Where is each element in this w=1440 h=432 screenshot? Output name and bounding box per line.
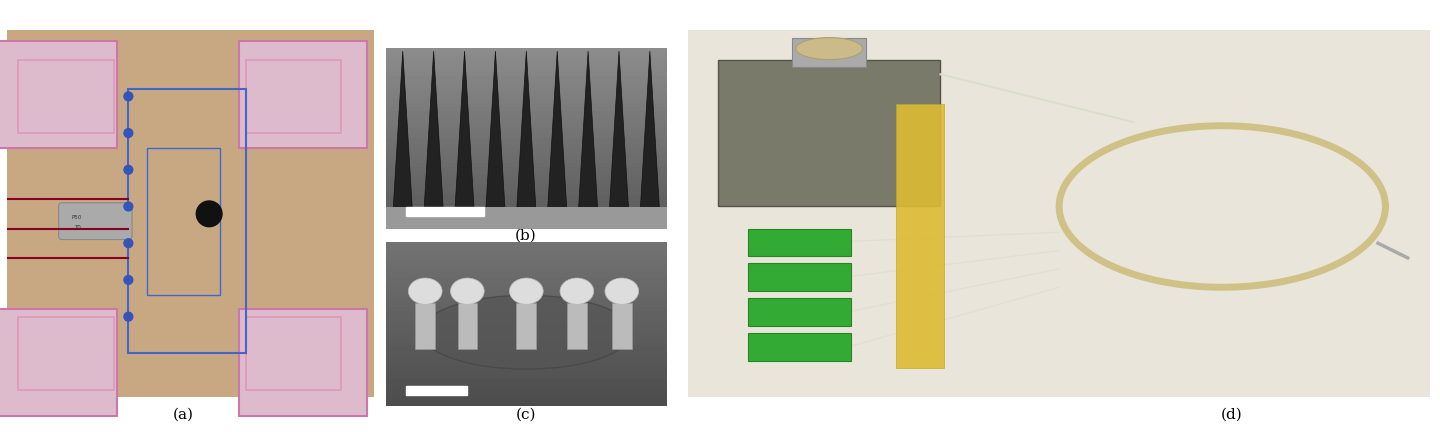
Bar xyxy=(458,303,477,349)
Bar xyxy=(246,317,341,390)
Circle shape xyxy=(124,165,132,174)
Bar xyxy=(0,41,118,148)
Polygon shape xyxy=(423,51,444,226)
Ellipse shape xyxy=(451,278,484,304)
Bar xyxy=(386,207,667,229)
Bar xyxy=(415,303,435,349)
Bar xyxy=(612,303,632,349)
Bar xyxy=(896,104,945,368)
Ellipse shape xyxy=(605,278,639,304)
Ellipse shape xyxy=(420,295,632,369)
Ellipse shape xyxy=(560,278,593,304)
Circle shape xyxy=(124,276,132,284)
Ellipse shape xyxy=(510,278,543,304)
Polygon shape xyxy=(485,51,505,226)
Polygon shape xyxy=(577,51,599,226)
Circle shape xyxy=(124,129,132,137)
Text: (a): (a) xyxy=(173,408,193,422)
Circle shape xyxy=(124,312,132,321)
Bar xyxy=(19,317,114,390)
Polygon shape xyxy=(392,51,413,226)
Circle shape xyxy=(124,239,132,248)
Text: (c): (c) xyxy=(516,408,536,422)
Text: T0: T0 xyxy=(73,225,81,229)
Bar xyxy=(147,148,220,295)
Bar xyxy=(246,60,341,133)
Circle shape xyxy=(124,202,132,211)
Bar xyxy=(0,309,118,416)
Ellipse shape xyxy=(796,38,863,60)
Bar xyxy=(239,41,367,148)
Bar xyxy=(792,38,867,67)
Bar xyxy=(747,298,851,326)
Polygon shape xyxy=(454,51,475,226)
Bar xyxy=(19,60,114,133)
Bar xyxy=(747,264,851,291)
Polygon shape xyxy=(609,51,629,226)
Bar xyxy=(406,386,468,394)
Polygon shape xyxy=(516,51,537,226)
Bar xyxy=(567,303,586,349)
Bar xyxy=(406,207,484,216)
Bar xyxy=(128,89,246,353)
Polygon shape xyxy=(547,51,567,226)
Text: (b): (b) xyxy=(514,229,537,242)
Circle shape xyxy=(124,92,132,101)
Ellipse shape xyxy=(409,278,442,304)
Text: P50: P50 xyxy=(72,215,82,220)
FancyBboxPatch shape xyxy=(59,203,132,239)
Circle shape xyxy=(196,201,222,227)
Bar xyxy=(517,303,536,349)
Bar xyxy=(239,309,367,416)
Bar xyxy=(719,60,940,206)
Bar xyxy=(747,229,851,256)
Bar xyxy=(747,333,851,361)
Polygon shape xyxy=(639,51,661,226)
Text: (d): (d) xyxy=(1220,408,1243,422)
